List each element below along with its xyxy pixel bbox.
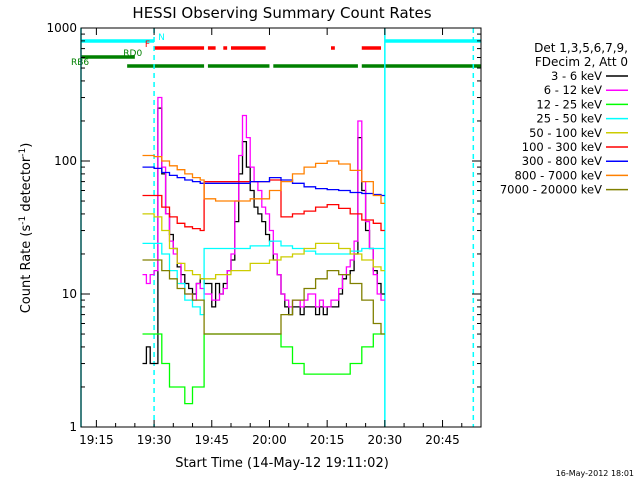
legend-label: 3 - 6 keV bbox=[551, 69, 602, 83]
y-axis-label-sup2: -1 bbox=[18, 148, 28, 157]
series-line bbox=[142, 179, 385, 232]
flag-label-rd0: RD0 bbox=[123, 49, 142, 59]
plot-frame bbox=[80, 27, 482, 428]
vertical-markers bbox=[80, 28, 475, 427]
x-axis-label: Start Time (14-May-12 19:11:02) bbox=[175, 456, 389, 471]
series-line bbox=[142, 240, 385, 316]
y-tick-label: 10 bbox=[62, 287, 77, 301]
flag-label-rb6: RB6 bbox=[71, 58, 89, 68]
legend-header-1: Det 1,3,5,6,7,9, bbox=[534, 41, 628, 55]
y-tick-label: 1 bbox=[69, 420, 77, 434]
x-tick-label: 20:15 bbox=[310, 433, 345, 447]
y-axis-label-sup1: -1 bbox=[18, 216, 28, 225]
x-tick-label: 20:30 bbox=[368, 433, 403, 447]
legend-header-2: FDecim 2, Att 0 bbox=[535, 55, 628, 69]
legend-label: 100 - 300 keV bbox=[522, 140, 602, 154]
y-axis-label: Count Rate (s-1 detector-1) bbox=[18, 143, 34, 314]
series-line bbox=[142, 107, 385, 365]
footer-date: 16-May-2012 18:01 bbox=[556, 469, 634, 478]
y-tick-label: 100 bbox=[54, 154, 77, 168]
series-line bbox=[142, 259, 385, 335]
series-line bbox=[142, 213, 385, 280]
flag-label-f: F bbox=[145, 40, 150, 50]
legend-label: 25 - 50 keV bbox=[536, 112, 602, 126]
x-tick-label: 19:15 bbox=[79, 433, 114, 447]
legend-label: 12 - 25 keV bbox=[536, 97, 602, 111]
x-tick-label: 19:30 bbox=[137, 433, 172, 447]
chart-title: HESSI Observing Summary Count Rates bbox=[132, 4, 431, 22]
y-axis-label-end: ) bbox=[19, 143, 34, 148]
legend-label: 300 - 800 keV bbox=[522, 154, 602, 168]
data-series bbox=[142, 96, 385, 405]
legend-label: 6 - 12 keV bbox=[544, 83, 602, 97]
series-line bbox=[142, 154, 385, 205]
x-axis: 19:15 19:30 19:45 20:00 20:15 20:30 20:45 bbox=[79, 28, 482, 447]
y-tick-label: 1000 bbox=[46, 21, 77, 35]
series-line bbox=[142, 96, 385, 308]
legend-label: 50 - 100 keV bbox=[529, 126, 602, 140]
legend-label: 800 - 7000 keV bbox=[514, 168, 602, 182]
y-axis-label-main: Count Rate (s bbox=[19, 225, 34, 314]
x-tick-label: 20:45 bbox=[425, 433, 460, 447]
series-line bbox=[142, 333, 385, 405]
flag-label-n: N bbox=[158, 33, 165, 43]
x-tick-label: 19:45 bbox=[194, 433, 229, 447]
series-line bbox=[142, 166, 385, 197]
y-axis: 1 10 100 1000 bbox=[46, 21, 481, 434]
x-tick-label: 20:00 bbox=[252, 433, 287, 447]
legend-label: 7000 - 20000 keV bbox=[500, 183, 602, 197]
legend: Det 1,3,5,6,7,9, FDecim 2, Att 0 3 - 6 k… bbox=[500, 41, 628, 197]
y-axis-label-mid: detector bbox=[19, 156, 34, 216]
